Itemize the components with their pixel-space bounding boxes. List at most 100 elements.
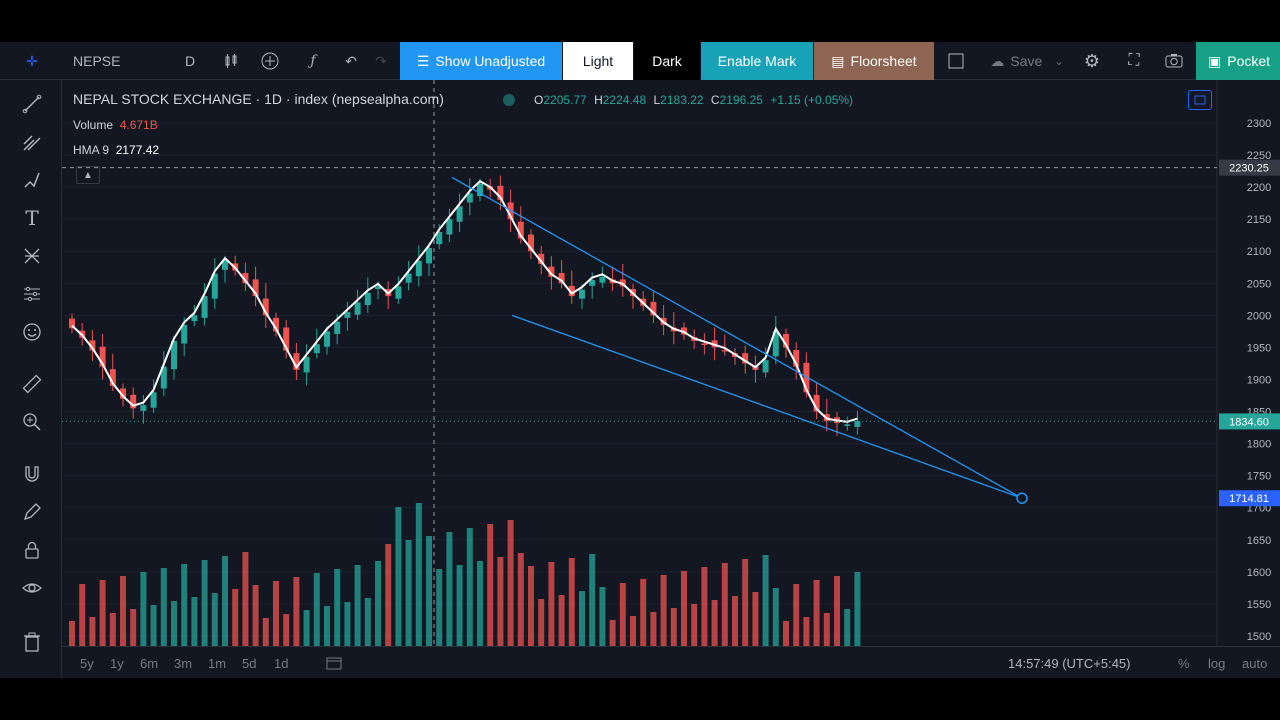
candle-body <box>252 279 259 297</box>
candle-body <box>721 349 728 352</box>
dark-theme-button[interactable]: Dark <box>634 42 700 80</box>
draw-pencil-icon[interactable] <box>18 498 46 526</box>
range-button-5d[interactable]: 5d <box>242 655 257 671</box>
camera-icon[interactable] <box>1162 42 1186 80</box>
volume-bar <box>772 588 779 646</box>
price-tick-label: 2150 <box>1247 214 1271 226</box>
settings-gear-icon[interactable]: ⚙ <box>1083 50 1101 71</box>
range-button-3m[interactable]: 3m <box>174 655 193 671</box>
fullscreen-icon[interactable]: ⛶ <box>1128 52 1140 69</box>
crosshair-tool-icon[interactable]: ✛ <box>26 52 38 69</box>
trend-line-icon[interactable] <box>18 90 46 118</box>
volume-bar <box>303 610 310 646</box>
candle-body <box>701 343 708 346</box>
zoom-in-icon[interactable] <box>18 408 46 436</box>
candle-body <box>222 260 228 270</box>
text-tool-icon[interactable]: T <box>25 206 39 230</box>
interval-selector[interactable]: D <box>184 53 196 69</box>
cloud-icon: ☁ <box>990 52 1005 69</box>
price-tick-label: 2200 <box>1247 182 1271 194</box>
pocket-button[interactable]: ▣ Pocket <box>1196 42 1280 80</box>
forecast-icon[interactable] <box>18 280 46 308</box>
volume-bar <box>426 536 432 646</box>
candle-body <box>334 321 341 334</box>
layout-icon[interactable] <box>944 42 968 80</box>
price-label-bg <box>1219 490 1280 507</box>
redo-icon[interactable]: ↷ <box>375 52 387 69</box>
price-label: 2230.25 <box>1229 163 1269 175</box>
candle-body <box>405 273 412 283</box>
auto-toggle[interactable]: auto <box>1242 655 1268 671</box>
candle-body <box>579 289 585 299</box>
volume-bar <box>477 561 483 646</box>
candle-body <box>589 280 596 286</box>
range-button-1y[interactable]: 1y <box>110 655 124 671</box>
candle-body <box>772 331 779 357</box>
price-label-bg <box>1219 413 1280 430</box>
magnet-icon[interactable] <box>18 460 46 488</box>
log-toggle[interactable]: log <box>1208 655 1226 671</box>
volume-legend: Volume 4.671B <box>73 118 158 132</box>
symbol-search[interactable]: NEPSE <box>73 53 121 69</box>
volume-bar <box>171 601 177 646</box>
volume-bar <box>181 564 188 646</box>
range-button-1d[interactable]: 1d <box>274 655 289 671</box>
pattern-icon[interactable] <box>18 242 46 270</box>
trash-icon[interactable] <box>18 628 46 656</box>
volume-bar <box>742 559 749 646</box>
volume-bar <box>456 565 463 646</box>
save-button[interactable]: ☁ Save ⌄ <box>990 52 1064 70</box>
price-chart[interactable]: 1500155016001650170017501800185019001950… <box>62 80 1280 646</box>
volume-bar <box>375 561 381 646</box>
lock-icon[interactable] <box>18 536 46 564</box>
price-tick-label: 1800 <box>1247 439 1271 451</box>
candle-body <box>130 394 137 409</box>
undo-icon[interactable]: ↶ <box>345 52 357 69</box>
pitchfork-icon[interactable] <box>18 128 46 156</box>
volume-bar <box>487 524 494 646</box>
date-range-icon[interactable] <box>326 647 342 678</box>
volume-bar <box>589 554 596 646</box>
volume-bar <box>79 584 86 646</box>
range-button-1m[interactable]: 1m <box>208 655 227 671</box>
volume-bar <box>732 596 738 646</box>
eye-icon[interactable] <box>18 574 46 602</box>
candle-body <box>538 253 545 265</box>
enable-mark-button[interactable]: Enable Mark <box>701 42 813 80</box>
light-theme-button[interactable]: Light <box>563 42 633 80</box>
volume-bar <box>691 604 698 646</box>
price-tick-label: 2100 <box>1247 246 1271 258</box>
candle-body <box>854 421 861 427</box>
candle-body <box>354 302 361 315</box>
volume-bar <box>630 616 636 646</box>
price-tick-label: 1600 <box>1247 567 1271 579</box>
candle-body <box>650 301 657 316</box>
show-unadjusted-button[interactable]: ☰ Show Unadjusted <box>400 42 562 80</box>
emoji-icon[interactable] <box>18 318 46 346</box>
add-indicator-icon[interactable] <box>259 42 281 80</box>
range-button-5y[interactable]: 5y <box>80 655 94 671</box>
collapse-legend-button[interactable]: ▲ <box>76 166 100 184</box>
percent-toggle[interactable]: % <box>1178 655 1190 671</box>
candle-body <box>262 298 269 316</box>
candle-body <box>466 193 473 203</box>
trend-line-lower <box>511 314 1023 499</box>
floorsheet-button[interactable]: ▤ Floorsheet <box>814 42 934 80</box>
range-button-6m[interactable]: 6m <box>140 655 159 671</box>
brush-icon[interactable] <box>18 166 46 194</box>
candle-body <box>446 219 453 235</box>
volume-bar <box>293 577 300 646</box>
function-icon[interactable]: ƒ <box>310 53 316 69</box>
compare-icon[interactable] <box>1188 90 1212 110</box>
price-tick-label: 1950 <box>1247 342 1271 354</box>
candles-icon[interactable] <box>220 42 242 80</box>
candle-body <box>742 353 749 364</box>
volume-bar <box>548 562 555 646</box>
candle-body <box>303 357 310 373</box>
ruler-icon[interactable] <box>18 370 46 398</box>
candle-body <box>415 260 422 277</box>
candle-body <box>528 234 534 252</box>
trend-line-handle[interactable] <box>1016 492 1028 504</box>
volume-bar <box>752 592 759 646</box>
price-tick-label: 1550 <box>1247 599 1271 611</box>
